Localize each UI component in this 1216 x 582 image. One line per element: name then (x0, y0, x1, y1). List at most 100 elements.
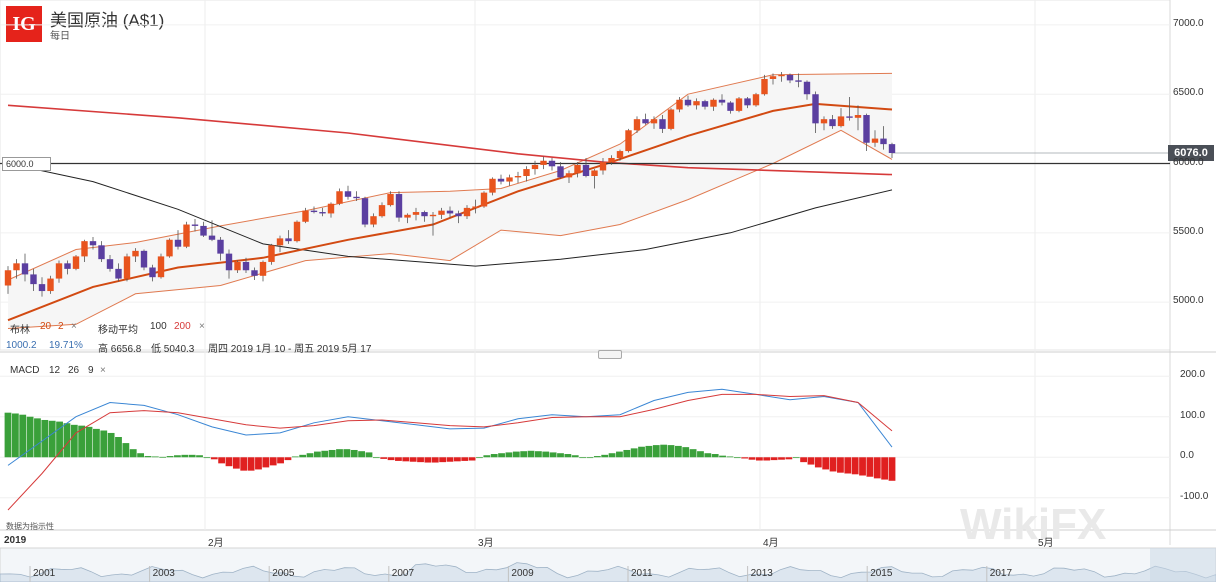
candle-body (319, 212, 326, 214)
macd-histogram-bar (262, 457, 270, 468)
macd-histogram-bar (586, 457, 594, 459)
candle-body (4, 270, 12, 286)
macd-y-tick: 100.0 (1180, 409, 1206, 421)
candle-body (684, 99, 692, 106)
macd-histogram-bar (196, 455, 203, 458)
navigator-year-label: 2013 (750, 568, 773, 579)
macd-histogram-bar (542, 451, 550, 458)
remove-bollinger-icon[interactable]: × (71, 321, 77, 332)
macd-histogram-bar (137, 453, 144, 458)
navigator-year-label: 2017 (989, 568, 1013, 579)
macd-histogram-bar (328, 449, 336, 458)
candle-body (480, 192, 488, 207)
candle-body (472, 206, 479, 208)
candle-body (769, 76, 777, 79)
remove-ma-icon[interactable]: × (199, 321, 205, 332)
macd-label[interactable]: MACD (10, 365, 40, 376)
horizontal-line-label[interactable]: 6000.0 (2, 157, 51, 171)
macd-histogram-bar (70, 424, 78, 458)
macd-histogram-bar (756, 457, 763, 461)
candle-body (429, 214, 437, 217)
macd-histogram-bar (814, 457, 822, 468)
candle-body (548, 160, 556, 167)
candle-body (21, 263, 29, 275)
candle-body (64, 263, 71, 269)
macd-histogram-bar (365, 452, 373, 458)
macd-histogram-bar (866, 457, 874, 477)
candle-body (395, 194, 403, 218)
candle-body (455, 213, 462, 217)
navigator-year-label: 2005 (272, 568, 295, 579)
macd-histogram-bar (660, 444, 668, 458)
interval-label[interactable]: 每日 (50, 31, 70, 42)
candle-body (268, 245, 275, 262)
range-high: 高 6656.8 (98, 344, 142, 355)
navigator-year-label: 2001 (33, 568, 56, 579)
wikifx-watermark: WikiFX (960, 500, 1107, 549)
candle-body (693, 101, 700, 106)
candle-body (523, 169, 530, 177)
macd-histogram-bar (726, 456, 734, 458)
candle-body (489, 178, 496, 193)
candle-body (642, 119, 649, 124)
macd-slow: 26 (68, 365, 80, 376)
macd-histogram-bar (48, 420, 56, 458)
macd-histogram-bar (291, 456, 299, 458)
price-y-tick: 6500.0 (1173, 87, 1204, 99)
macd-histogram-bar (107, 432, 115, 458)
candle-body (132, 250, 139, 257)
bollinger-period: 20 (40, 321, 52, 332)
navigator-area (0, 562, 1216, 582)
macd-fast: 12 (49, 365, 61, 376)
macd-histogram-bar (505, 452, 513, 458)
macd-histogram-bar (240, 457, 248, 471)
macd-histogram-bar (85, 426, 93, 458)
macd-histogram-bar (225, 457, 233, 467)
macd-histogram-bar (748, 457, 756, 460)
macd-histogram-bar (476, 457, 483, 459)
candle-body (633, 119, 641, 131)
macd-histogram-bar (350, 449, 358, 458)
candle-body (871, 138, 879, 143)
remove-macd-icon[interactable]: × (100, 365, 106, 376)
candle-body (353, 196, 360, 199)
candle-body (293, 221, 301, 242)
macd-histogram-bar (284, 457, 292, 461)
candle-body (38, 284, 46, 292)
macd-histogram-bar (682, 447, 690, 458)
candle-body (531, 164, 539, 170)
candle-body (795, 80, 802, 82)
macd-histogram-bar (306, 453, 314, 458)
macd-histogram-bar (314, 451, 321, 458)
candle-body (89, 241, 97, 246)
macd-histogram-bar (129, 449, 137, 458)
candle-body (514, 176, 522, 178)
macd-histogram-bar (527, 450, 535, 458)
macd-histogram-bar (144, 456, 152, 458)
macd-histogram-bar (689, 449, 697, 458)
candle-body (370, 216, 377, 225)
macd-histogram-bar (535, 451, 542, 458)
macd-histogram-bar (674, 445, 682, 458)
macd-histogram-bar (564, 454, 572, 458)
candle-body (259, 261, 267, 276)
macd-histogram-bar (19, 414, 27, 458)
macd-histogram-bar (402, 457, 410, 462)
candle-body (812, 94, 819, 124)
bollinger-band-fill (8, 73, 892, 329)
macd-histogram-bar (549, 452, 557, 458)
x-tick-label: 4月 (763, 538, 779, 549)
candle-body (608, 157, 615, 163)
macd-histogram-bar (483, 455, 491, 458)
macd-histogram-bar (387, 457, 395, 461)
candle-body (803, 81, 811, 95)
pane-resize-handle[interactable] (598, 350, 622, 359)
macd-histogram-bar (78, 425, 86, 458)
candle-body (242, 261, 250, 271)
bollinger-label[interactable]: 布林 (10, 325, 30, 336)
macd-histogram-bar (336, 449, 343, 458)
macd-histogram-bar (159, 456, 167, 458)
moving-average-label[interactable]: 移动平均 (98, 325, 138, 336)
candle-body (625, 130, 632, 152)
